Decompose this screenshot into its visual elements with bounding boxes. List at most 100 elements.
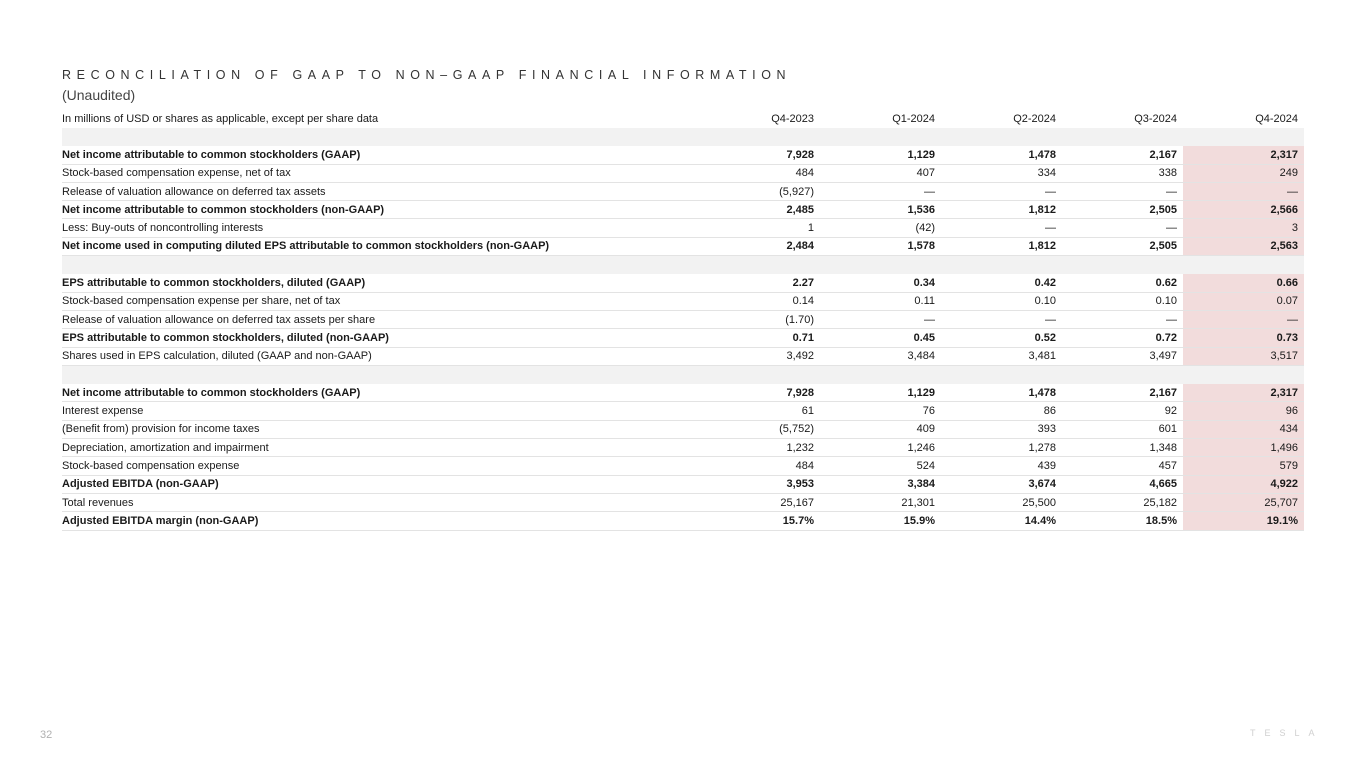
value-cell: 1,129 [820,146,941,165]
value-cell: 3,484 [820,347,941,366]
value-cell: 14.4% [941,511,1062,531]
value-cell: 1,496 [1183,438,1304,458]
table-row: Net income attributable to common stockh… [62,146,1304,165]
value-cell: 1,232 [699,438,820,458]
value-cell: 0.62 [1062,274,1183,293]
row-label: Less: Buy-outs of noncontrolling interes… [62,218,699,238]
row-label: Release of valuation allowance on deferr… [62,182,699,202]
value-cell: 3,953 [699,475,820,494]
tesla-logo: TESLA [1250,728,1324,738]
section-spacer [62,128,1304,147]
value-cell: 393 [941,420,1062,440]
spacer-cell [62,365,699,385]
value-cell: — [941,310,1062,330]
value-cell: 1,812 [941,200,1062,220]
value-cell: 457 [1062,456,1183,476]
row-label: Net income attributable to common stockh… [62,146,699,165]
column-header: Q3-2024 [1134,113,1177,125]
column-header: Q2-2024 [1013,113,1056,125]
column-header: Q4-2024 [1255,113,1298,125]
value-cell: 439 [941,456,1062,476]
value-cell: 249 [1183,164,1304,183]
value-cell: 0.71 [699,328,820,348]
value-cell: 1 [699,218,820,238]
spacer-cell [62,255,699,275]
spacer-cell [699,255,820,275]
value-cell: 3,492 [699,347,820,366]
value-cell: 1,246 [820,438,941,458]
value-cell: 484 [699,456,820,476]
row-label: EPS attributable to common stockholders,… [62,328,699,348]
row-label: Net income attributable to common stockh… [62,200,699,220]
value-cell: 76 [820,401,941,421]
table-row: Shares used in EPS calculation, diluted … [62,347,1304,366]
table-row: Adjusted EBITDA (non-GAAP) 3,953 3,384 3,67… [62,475,1304,494]
value-cell: 334 [941,164,1062,183]
row-label: Stock-based compensation expense per sha… [62,292,699,311]
value-cell: (5,752) [699,420,820,440]
spacer-cell [820,128,941,147]
table-row: Net income attributable to common stockh… [62,200,1304,220]
value-cell: 7,928 [699,146,820,165]
reconciliation-table: In millions of USD or shares as applicab… [62,110,1304,531]
value-cell: 0.11 [820,292,941,311]
value-cell: 0.42 [941,274,1062,293]
row-label: (Benefit from) provision for income taxe… [62,420,699,440]
row-label: EPS attributable to common stockholders,… [62,274,699,293]
row-label: Adjusted EBITDA (non-GAAP) [62,475,699,494]
value-cell: 19.1% [1183,511,1304,531]
value-cell: 25,167 [699,493,820,513]
spacer-cell [1183,128,1304,147]
value-cell: — [941,218,1062,238]
value-cell: 21,301 [820,493,941,513]
value-cell: 15.9% [820,511,941,531]
page-title: RECONCILIATION OF GAAP TO NON–GAAP FINAN… [62,68,792,82]
spacer-cell [699,128,820,147]
value-cell: 2,505 [1062,237,1183,257]
table-row: Stock-based compensation expense, net of… [62,164,1304,183]
value-cell: 1,536 [820,200,941,220]
value-cell: 3 [1183,218,1304,238]
value-cell: 3,517 [1183,347,1304,366]
table-row: Stock-based compensation expense per sha… [62,292,1304,311]
page-subtitle: (Unaudited) [62,87,136,103]
row-label: Adjusted EBITDA margin (non-GAAP) [62,511,699,531]
table-row: Interest expense 61 76 86 92 96 [62,401,1304,421]
value-cell: 0.07 [1183,292,1304,311]
table-header-row: In millions of USD or shares as applicab… [62,110,1304,128]
row-label: Net income attributable to common stockh… [62,384,699,403]
value-cell: 0.34 [820,274,941,293]
value-cell: 15.7% [699,511,820,531]
spacer-cell [941,128,1062,147]
table-row: Release of valuation allowance on deferr… [62,182,1304,202]
value-cell: — [820,310,941,330]
value-cell: 3,674 [941,475,1062,494]
table-row: Depreciation, amortization and impairmen… [62,438,1304,458]
spacer-cell [941,255,1062,275]
row-label: Release of valuation allowance on deferr… [62,310,699,330]
row-label: Interest expense [62,401,699,421]
value-cell: — [1183,182,1304,202]
value-cell: 4,922 [1183,475,1304,494]
value-cell: 0.10 [1062,292,1183,311]
value-cell: — [941,182,1062,202]
value-cell: 2,563 [1183,237,1304,257]
value-cell: 0.73 [1183,328,1304,348]
spacer-cell [820,365,941,385]
value-cell: 434 [1183,420,1304,440]
value-cell: 409 [820,420,941,440]
value-cell: 1,478 [941,384,1062,403]
spacer-cell [699,365,820,385]
value-cell: — [1062,218,1183,238]
value-cell: 3,384 [820,475,941,494]
value-cell: 2,317 [1183,146,1304,165]
value-cell: 2,317 [1183,384,1304,403]
table-row: EPS attributable to common stockholders,… [62,274,1304,293]
value-cell: 0.52 [941,328,1062,348]
value-cell: 25,707 [1183,493,1304,513]
table-row: Less: Buy-outs of noncontrolling interes… [62,218,1304,238]
value-cell: 1,478 [941,146,1062,165]
value-cell: 96 [1183,401,1304,421]
spacer-cell [62,128,699,147]
value-cell: 7,928 [699,384,820,403]
